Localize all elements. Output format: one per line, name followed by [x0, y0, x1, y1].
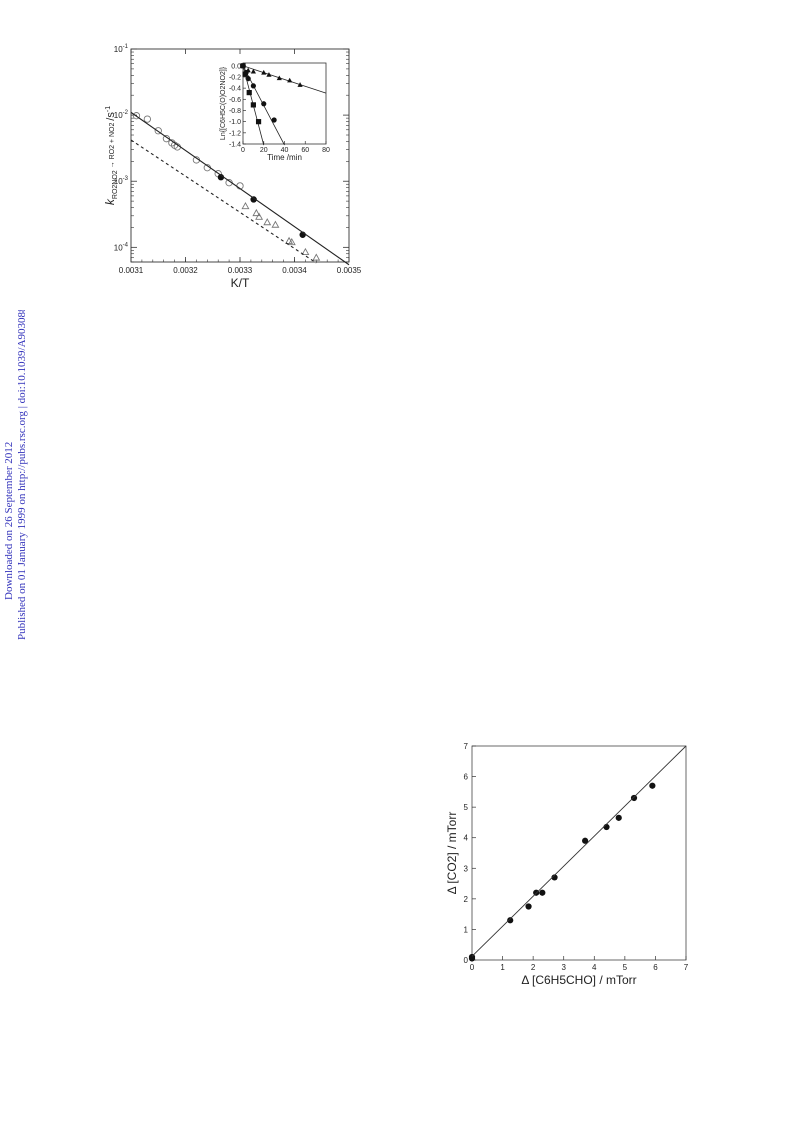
inset-x-tick-label: 60 [301, 147, 309, 154]
inset-x-tick-label: 0 [241, 147, 245, 154]
data-point [649, 782, 656, 789]
x-tick-label: 3 [561, 963, 566, 972]
inset-y-tick-label: -0.4 [229, 86, 241, 93]
x-tick-label: 6 [653, 963, 658, 972]
solid-fit-line [130, 111, 350, 266]
data-point [603, 823, 610, 831]
data-point-open-triangle [301, 247, 310, 256]
inset-point-filled-circle [271, 117, 277, 123]
data-point [615, 814, 622, 821]
x-tick-label: 1 [500, 963, 505, 972]
data-point-open-triangle [263, 218, 272, 226]
inset-x-tick-label: 40 [281, 147, 289, 154]
inset-point-filled-square [246, 90, 252, 96]
inset-point-filled-circle [261, 101, 267, 107]
x-tick-label: 0.0032 [173, 266, 198, 275]
y-tick-label: 10-2 [114, 110, 129, 120]
arrhenius-plot: 0.0031 0.0032 0.0033 0.0034 0.0035 10-1 10-2 10… [103, 44, 362, 290]
inset-point-filled-triangle [297, 82, 303, 87]
inset-x-axis-label: Time /min [267, 153, 302, 162]
y-tick-label: 4 [464, 834, 469, 843]
data-point-open-triangle [241, 202, 250, 210]
inset-fit-line [242, 65, 327, 94]
data-point [539, 889, 546, 896]
inset-y-tick-label: -0.6 [229, 97, 241, 104]
co2-yield-chart: 0 1 2 3 4 5 6 7 0 1 2 3 4 5 6 7 Δ [C6H5CHO] / mTorr Δ [CO… [440, 738, 700, 1003]
co2-yield-plot: 0 1 2 3 4 5 6 7 0 1 2 3 4 5 6 7 Δ [C6H5CHO] / mTorr Δ [CO… [445, 742, 689, 987]
inset-point-filled-triangle [261, 69, 267, 75]
y-tick-label: 7 [464, 742, 469, 751]
dashed-fit-line [130, 139, 317, 264]
data-point [525, 903, 532, 910]
data-point-open-triangle [252, 208, 261, 217]
inset-point-filled-triangle [266, 72, 272, 77]
y-tick-label: 5 [464, 803, 469, 812]
data-point-filled-circle [250, 196, 257, 203]
side-note: Downloaded on 26 September 2012 Publishe… [1, 310, 31, 640]
inset-point-filled-square [250, 102, 256, 108]
inset-x-tick-label: 20 [260, 147, 268, 154]
inset-frame [242, 62, 327, 145]
y-tick-label: 6 [464, 773, 469, 782]
inset-x-tick-label: 80 [322, 147, 330, 154]
x-tick-label: 7 [684, 963, 689, 972]
x-tick-label: 0.0031 [119, 266, 144, 275]
y-tick-label: 3 [464, 864, 469, 873]
inset-point-filled-square [240, 63, 246, 69]
inset-point-filled-triangle [250, 68, 256, 74]
side-note-line2: Published on 01 January 1999 on http://p… [16, 310, 28, 640]
data-point-open-circle [132, 112, 141, 120]
inset-point-filled-circle [250, 83, 256, 89]
data-point [582, 837, 589, 844]
data-point [507, 917, 514, 924]
data-point-open-circle [154, 127, 162, 135]
data-point-open-circle [162, 135, 171, 143]
arrhenius-chart: 0.0031 0.0032 0.0033 0.0034 0.0035 10-1 10-2 10… [100, 40, 362, 295]
inset-point-filled-square [242, 71, 248, 77]
data-point-open-triangle [287, 237, 296, 246]
x-tick-label: 5 [623, 963, 628, 972]
x-axis-label: Δ [C6H5CHO] / mTorr [521, 973, 636, 987]
inset-point-filled-square [255, 119, 262, 125]
data-point-open-circle [143, 115, 151, 123]
y-tick-label: 2 [464, 895, 469, 904]
y-tick-label: 10-1 [114, 44, 129, 54]
data-point-open-triangle [271, 220, 280, 228]
plot-frame [471, 745, 687, 961]
x-tick-label: 0 [470, 963, 475, 972]
y-axis-label: Δ [CO2] / mTorr [445, 812, 459, 895]
y-tick-label: 0 [464, 956, 469, 965]
inset-y-tick-label: -1.2 [229, 130, 241, 137]
inset-y-tick-label: -1.0 [229, 119, 241, 126]
x-tick-label: 2 [531, 963, 536, 972]
fit-line [471, 745, 687, 957]
inset-y-axis-label: Ln{[C6H5C(O)O2NO2]} [220, 66, 227, 140]
data-point-open-triangle [255, 212, 264, 220]
inset-y-tick-label: 0.0 [231, 63, 241, 70]
inset-plot: 0 20 40 60 80 0.0 -0.2 -0.4 -0.6 -0.8 -1.0 -1.2 -1.4… [220, 62, 330, 162]
y-tick-label: 10-3 [114, 176, 129, 186]
inset-point-filled-triangle [287, 77, 293, 83]
y-axis-label: kRO2NO2 → RO2 + NO2 /s-1 [103, 106, 119, 205]
data-point [551, 874, 558, 881]
inset-y-tick-label: -0.8 [229, 108, 241, 115]
x-tick-label: 0.0034 [282, 266, 307, 275]
data-point-open-triangle [312, 253, 321, 261]
side-note-line1: Downloaded on 26 September 2012 [3, 442, 15, 600]
x-tick-label: 4 [592, 963, 597, 972]
inset-point-filled-triangle [276, 75, 282, 81]
y-tick-label: 1 [464, 925, 469, 934]
x-axis-label: K/T [231, 276, 250, 290]
y-tick-label: 10-4 [114, 242, 129, 252]
x-tick-label: 0.0033 [228, 266, 253, 275]
data-point-filled-circle [217, 174, 225, 181]
x-tick-label: 0.0035 [337, 266, 362, 275]
data-point [630, 794, 638, 802]
inset-y-tick-label: -0.2 [229, 74, 241, 81]
inset-y-tick-label: -1.4 [229, 142, 241, 149]
